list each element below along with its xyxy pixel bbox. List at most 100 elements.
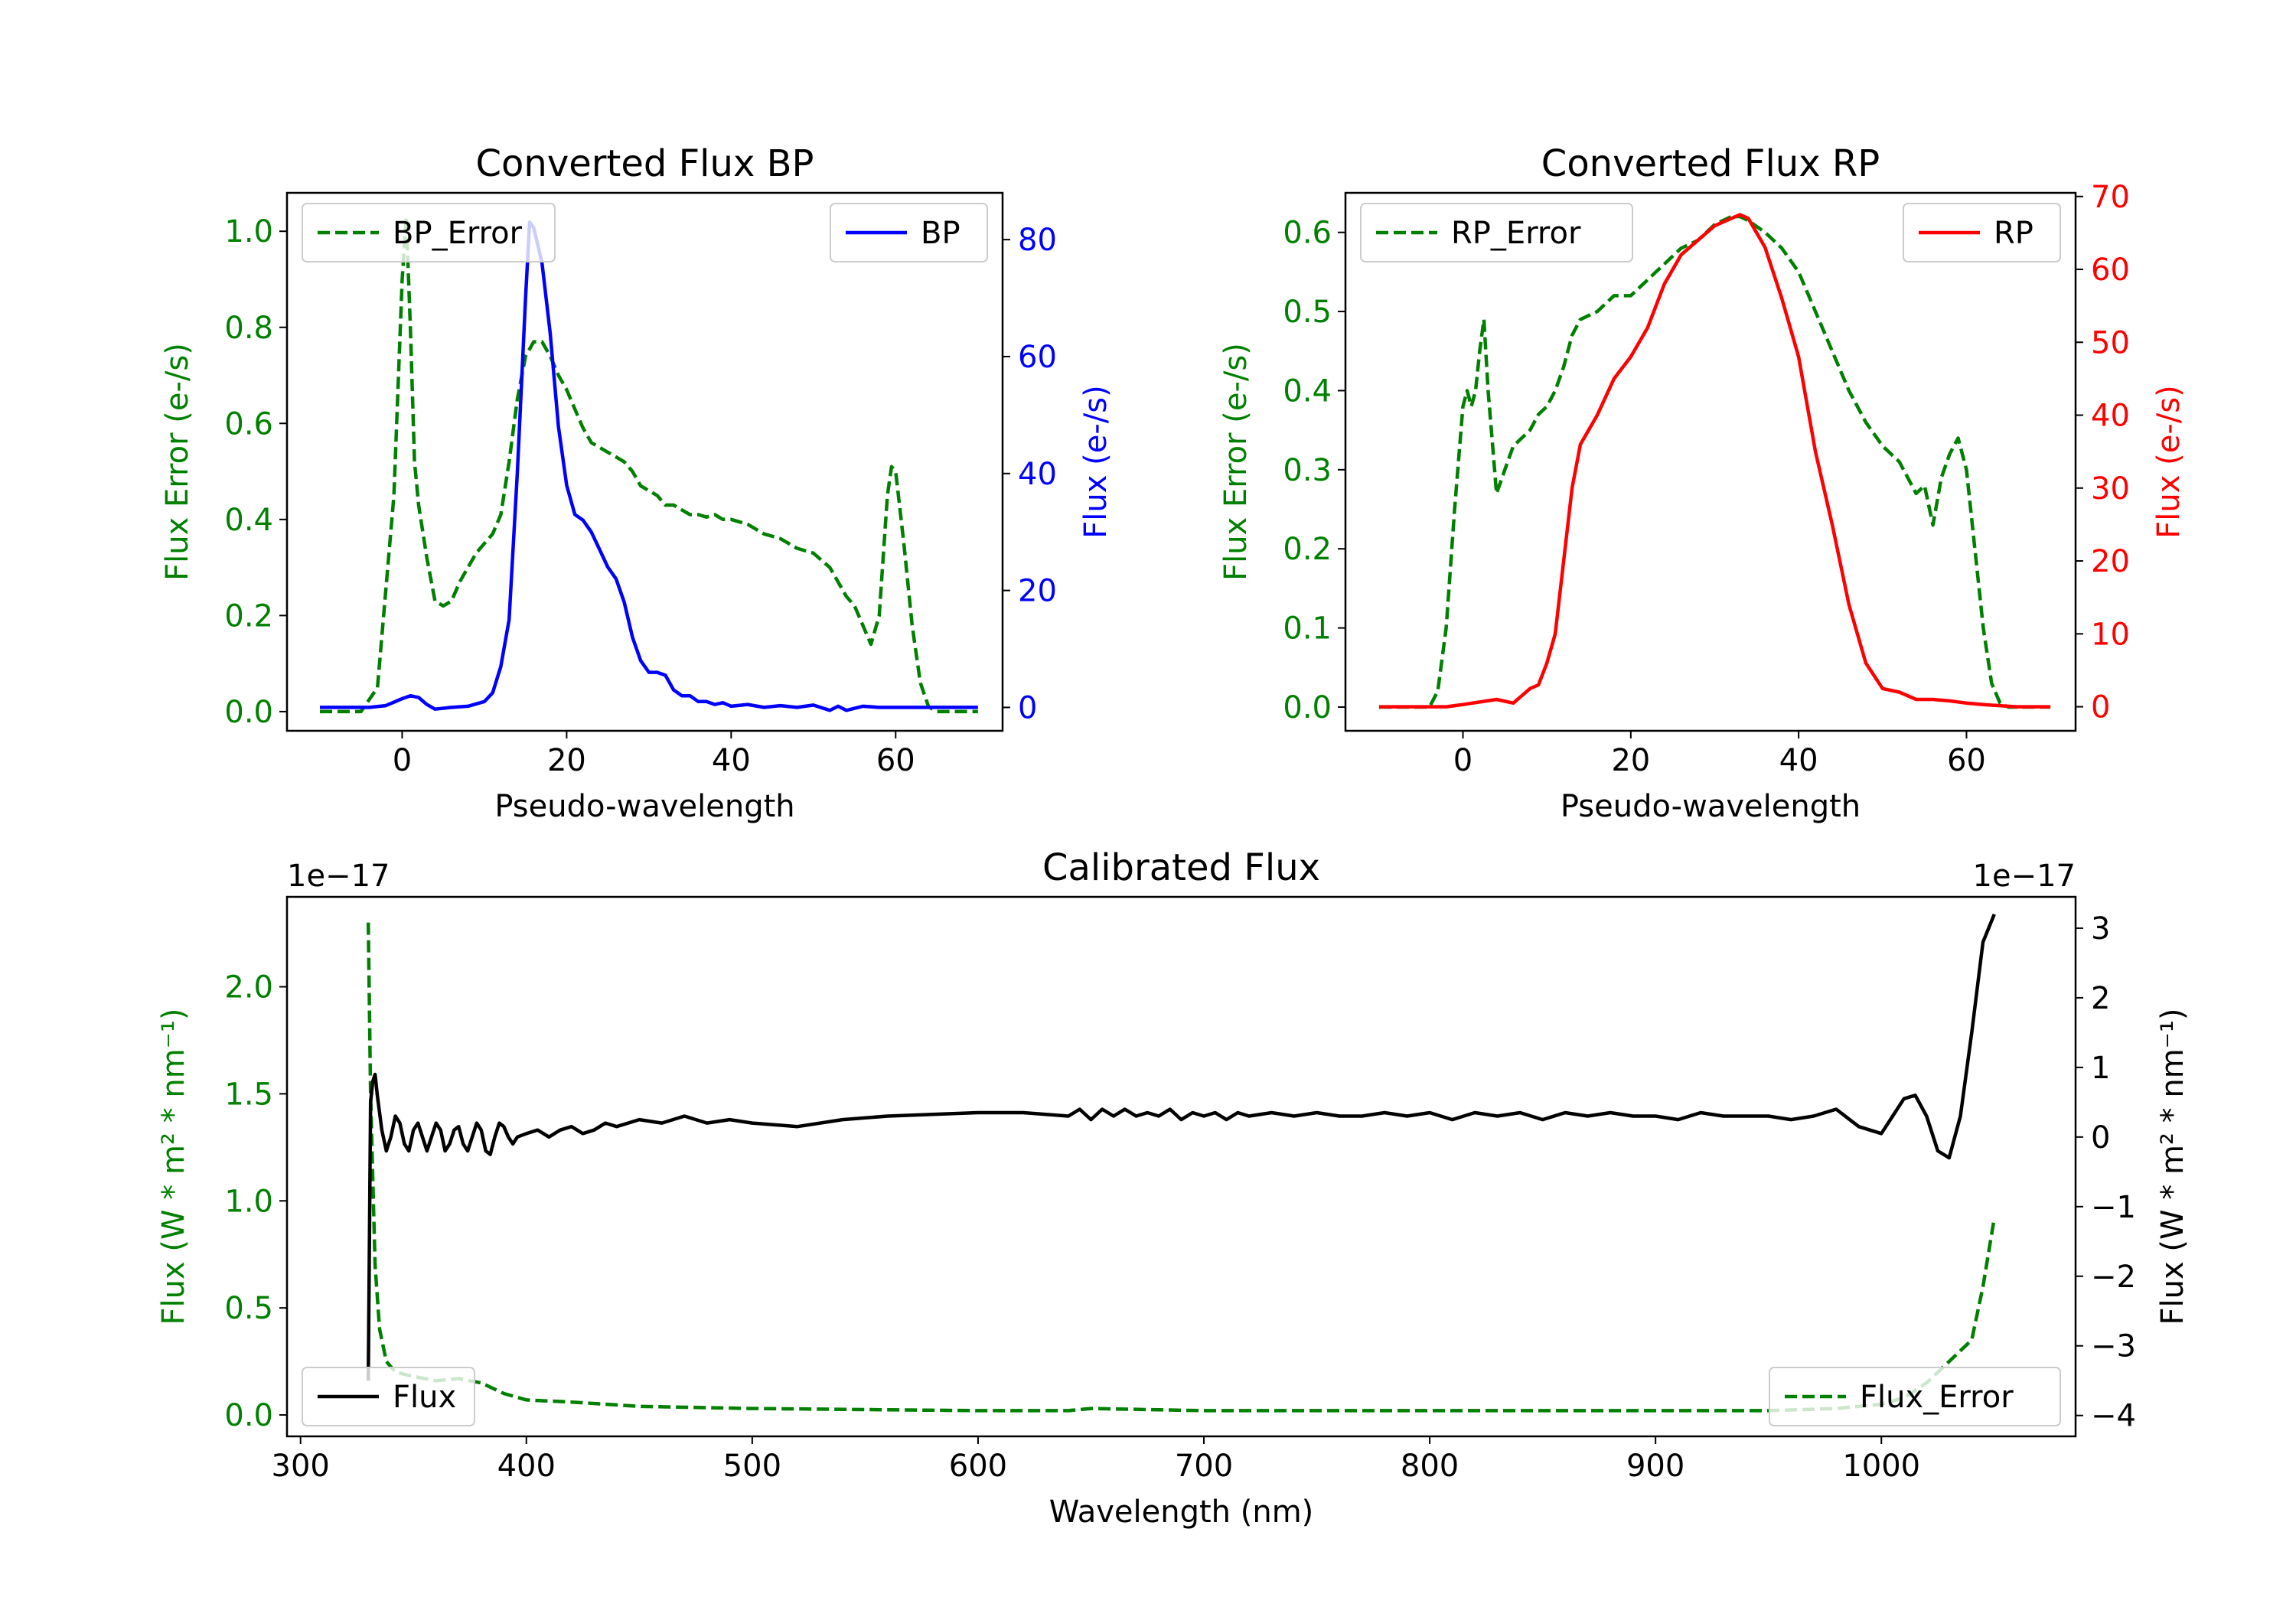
legend-right-label: RP — [1994, 216, 2033, 251]
legend-right-box — [830, 203, 988, 262]
chart-title: Calibrated Flux — [1042, 846, 1320, 889]
plots-container: 0 20 40 600.00.20.40.60.81.0020406080Conver… — [156, 142, 2190, 1530]
y-left-tick-label: 0.8 — [224, 311, 273, 346]
legend-left[interactable]: RP_Error — [1360, 203, 1633, 262]
y-right-tick-label: 0 — [2091, 1120, 2110, 1156]
legend-right-box — [1769, 1367, 2061, 1426]
legend-left-label: BP_Error — [393, 216, 523, 251]
y-right-tick-label: 2 — [2091, 981, 2110, 1016]
y-right-tick-label: 50 — [2091, 325, 2130, 360]
legend-left-box — [302, 203, 556, 262]
series-line-rp-error — [1378, 214, 2051, 709]
y-right-tick-label: −3 — [2091, 1329, 2136, 1364]
x-tick-label: 600 — [949, 1449, 1007, 1484]
axes-frame — [285, 895, 2077, 1438]
y-right-tick-label: −4 — [2091, 1399, 2136, 1434]
y-right-axis-label: Flux (W * m² * nm⁻¹) — [2155, 1009, 2190, 1325]
x-tick-label: 700 — [1175, 1449, 1233, 1484]
y-left-tick-label: 0.4 — [224, 503, 273, 538]
legend-right[interactable]: RP — [1903, 203, 2061, 262]
legend-left-label: RP_Error — [1451, 216, 1581, 251]
y-left-tick-label: 1.0 — [224, 214, 273, 249]
series-line-flux-error — [366, 922, 1997, 1413]
x-tick-label: 40 — [712, 743, 751, 778]
y-left-tick-label: 1.5 — [224, 1077, 273, 1112]
offset-label-left: 1e−17 — [287, 859, 390, 894]
x-tick-label: 500 — [723, 1449, 781, 1484]
series-line-bp-error — [320, 215, 978, 714]
chart-title: Converted Flux RP — [1541, 142, 1880, 185]
y-left-tick-label: 1.0 — [224, 1184, 273, 1219]
y-right-tick-label: 10 — [2091, 617, 2130, 652]
y-left-tick-label: 0.6 — [1283, 216, 1332, 251]
y-left-tick-label: 0.6 — [224, 406, 273, 442]
chart-3: 300 400 500 600 700 800 900 1000 0.0 0.5 1.0 1.5 2.0… — [156, 846, 2190, 1530]
y-right-axis-label: Flux (e-/s) — [2151, 385, 2187, 538]
chart-2: 0 20 40 60 0.0 0.1 0.2 0.3 0.4 0.5 0.6 0 10 20 30 40 50 6… — [1218, 142, 2187, 824]
x-tick-label: 400 — [497, 1449, 556, 1484]
x-axis-label: Pseudo-wavelength — [1561, 789, 1861, 824]
y-right-tick-label: 80 — [1018, 223, 1057, 258]
y-left-axis-label: Flux Error (e-/s) — [160, 343, 195, 581]
y-right-tick-label: 20 — [2091, 544, 2130, 579]
series-line-bp — [320, 220, 978, 712]
legend-right[interactable]: Flux_Error — [1769, 1367, 2061, 1426]
y-left-tick-label: 0.0 — [224, 695, 273, 730]
x-tick-label: 40 — [1779, 743, 1818, 778]
y-left-tick-label: 0.5 — [224, 1291, 273, 1326]
y-right-tick-label: 70 — [2091, 180, 2130, 215]
y-right-tick-label: 60 — [1018, 340, 1057, 375]
x-tick-label: 1000 — [1842, 1449, 1920, 1484]
y-right-tick-label: 0 — [1018, 690, 1037, 725]
x-tick-label: 0 — [393, 743, 412, 778]
y-right-tick-label: −2 — [2091, 1260, 2136, 1295]
y-left-tick-label: 0.5 — [1283, 295, 1332, 330]
x-tick-label: 60 — [876, 743, 915, 778]
x-axis-label: Wavelength (nm) — [1049, 1495, 1314, 1530]
legend-left[interactable]: BP_Error — [302, 203, 556, 262]
x-tick-label: 800 — [1401, 1449, 1459, 1484]
x-tick-label: 60 — [1947, 743, 1986, 778]
y-left-tick-label: 0.0 — [224, 1398, 273, 1433]
offset-label-right: 1e−17 — [1973, 859, 2076, 894]
y-left-tick-label: 0.4 — [1283, 373, 1332, 409]
x-tick-label: 20 — [547, 743, 586, 778]
legend-left-box — [302, 1367, 475, 1426]
y-right-tick-label: −1 — [2091, 1190, 2136, 1225]
x-tick-label: 20 — [1611, 743, 1650, 778]
x-tick-label: 0 — [1453, 743, 1473, 778]
y-left-tick-label: 0.2 — [224, 598, 273, 634]
legend-left[interactable]: Flux — [302, 1367, 475, 1426]
series-line-flux — [366, 913, 1996, 1381]
legend-right[interactable]: BP — [830, 203, 988, 262]
y-left-tick-label: 0.1 — [1283, 611, 1332, 647]
legend-right-label: Flux_Error — [1860, 1380, 2014, 1415]
y-right-tick-label: 3 — [2091, 911, 2110, 947]
legend-left-label: Flux — [393, 1380, 456, 1415]
y-right-tick-label: 20 — [1018, 574, 1057, 609]
x-tick-label: 300 — [272, 1449, 330, 1484]
y-left-tick-label: 0.0 — [1283, 690, 1332, 725]
axes-frame — [285, 191, 1004, 732]
y-left-axis-label: Flux (W * m² * nm⁻¹) — [156, 1009, 191, 1325]
y-right-tick-label: 60 — [2091, 253, 2130, 288]
y-right-tick-label: 1 — [2091, 1051, 2110, 1086]
y-right-tick-label: 30 — [2091, 471, 2130, 507]
y-left-tick-label: 0.2 — [1283, 532, 1332, 567]
y-right-axis-label: Flux (e-/s) — [1078, 385, 1114, 538]
y-left-axis-label: Flux Error (e-/s) — [1218, 343, 1254, 581]
legend-right-box — [1903, 203, 2061, 262]
y-left-tick-label: 2.0 — [224, 970, 273, 1006]
y-left-tick-label: 0.3 — [1283, 453, 1332, 488]
y-right-tick-label: 40 — [1018, 457, 1057, 492]
y-right-tick-label: 40 — [2091, 399, 2130, 434]
axes-frame — [1344, 191, 2077, 732]
chart-title: Converted Flux BP — [476, 142, 814, 185]
chart-1: 0 20 40 60 0.0 0.2 0.4 0.6 0.8 1.0 0 20 40 60 80 Conver… — [160, 142, 1114, 824]
legend-right-label: BP — [921, 216, 960, 251]
y-right-tick-label: 0 — [2091, 690, 2110, 725]
series-line-rp — [1378, 213, 2051, 709]
x-axis-label: Pseudo-wavelength — [494, 789, 794, 824]
legend-left-box — [1360, 203, 1633, 262]
